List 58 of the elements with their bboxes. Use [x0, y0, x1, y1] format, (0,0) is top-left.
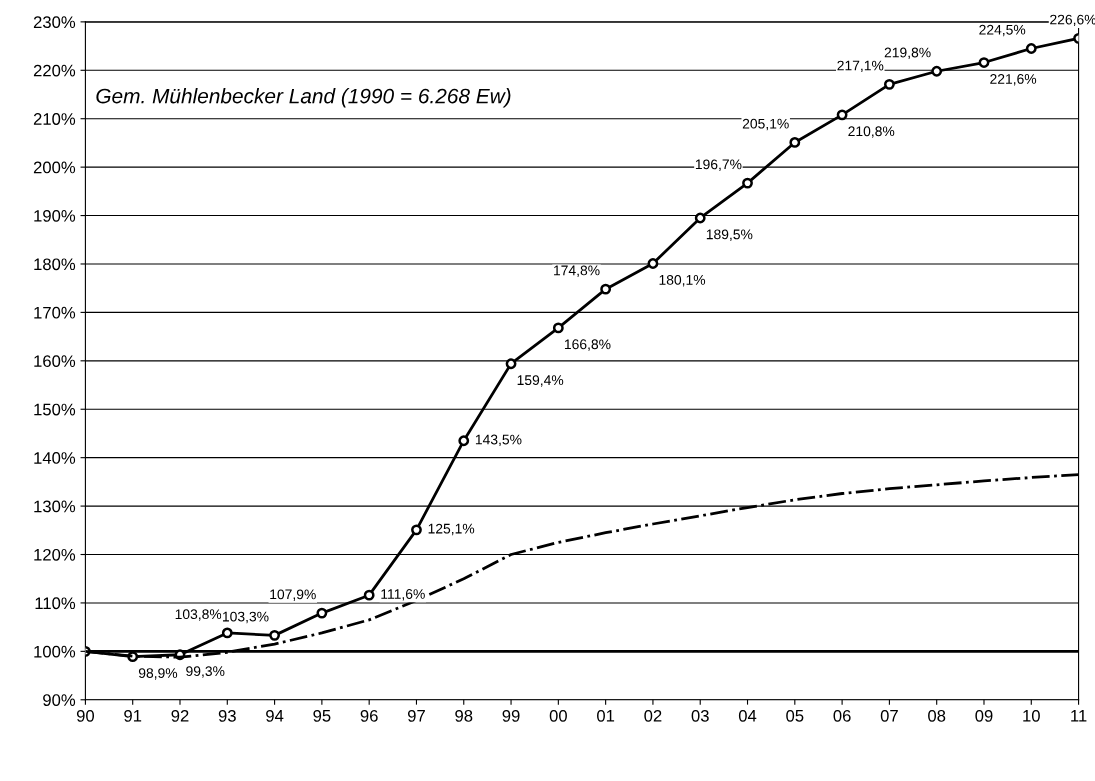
- x-tick-label: 03: [691, 709, 709, 722]
- x-tick-label: 05: [786, 709, 804, 722]
- x-tick-label: 11: [1071, 710, 1087, 722]
- data-label: 210,8%: [848, 126, 895, 138]
- y-tick-label: 150%: [34, 403, 76, 416]
- y-tick-label: 130%: [34, 500, 76, 513]
- data-label: 98,9%: [138, 668, 178, 680]
- x-tick-label: 92: [171, 709, 189, 722]
- x-tick-label: 00: [549, 709, 567, 722]
- y-tick-label: 170%: [34, 306, 76, 319]
- x-tick-label: 98: [455, 709, 473, 722]
- x-tick-label: 91: [124, 709, 142, 722]
- data-label: 166,8%: [564, 339, 611, 351]
- y-tick-label: 140%: [34, 452, 76, 464]
- y-tick-label: 110%: [35, 597, 76, 610]
- data-label: 180,1%: [659, 274, 706, 287]
- x-tick-label: 99: [502, 709, 520, 722]
- x-tick-label: 10: [1023, 709, 1040, 722]
- data-label: 159,4%: [517, 375, 564, 387]
- y-tick-label: 230%: [33, 16, 76, 29]
- y-tick-label: 190%: [34, 209, 76, 222]
- data-label: 205,1%: [742, 118, 789, 131]
- x-tick-label: 95: [313, 709, 331, 722]
- y-tick-label: 90%: [43, 694, 76, 706]
- x-tick-label: 94: [266, 709, 284, 722]
- data-label: 217,1%: [837, 60, 884, 73]
- x-tick-label: 08: [928, 709, 946, 722]
- x-tick-label: 96: [360, 709, 378, 722]
- data-label: 99,3%: [186, 666, 225, 678]
- x-tick-label: 09: [975, 709, 993, 722]
- y-tick-label: 160%: [34, 355, 76, 368]
- y-tick-label: 100%: [34, 645, 76, 658]
- data-label: 174,8%: [554, 265, 600, 277]
- data-label: 219,8%: [884, 47, 931, 60]
- data-label: 196,7%: [695, 159, 742, 171]
- y-tick-label: 120%: [34, 548, 76, 561]
- data-label: 103,3%: [222, 611, 269, 624]
- data-label: 143,5%: [475, 434, 522, 447]
- data-label: 103,8%: [175, 609, 222, 621]
- y-tick-label: 210%: [33, 113, 76, 125]
- data-label: 111,6%: [381, 589, 425, 601]
- data-label: 224,5%: [979, 24, 1026, 37]
- y-tick-label: 220%: [33, 64, 76, 77]
- annotation: Gem. Mühlenbecker Land (1990 = 6.268 Ew): [96, 88, 511, 108]
- x-tick-label: 02: [644, 709, 662, 722]
- data-label: 107,9%: [270, 589, 316, 601]
- x-tick-label: 07: [880, 709, 898, 722]
- x-tick-label: 04: [738, 709, 757, 722]
- data-label: 189,5%: [706, 229, 753, 241]
- x-tick-label: 06: [833, 709, 851, 722]
- x-tick-label: 90: [76, 709, 95, 722]
- data-label: 221,6%: [990, 74, 1037, 86]
- data-label: 125,1%: [428, 523, 475, 536]
- x-tick-label: 97: [407, 709, 425, 722]
- x-tick-label: 93: [218, 709, 236, 722]
- y-tick-label: 180%: [34, 258, 76, 271]
- x-tick-label: 01: [597, 709, 615, 722]
- y-tick-label: 200%: [33, 161, 76, 174]
